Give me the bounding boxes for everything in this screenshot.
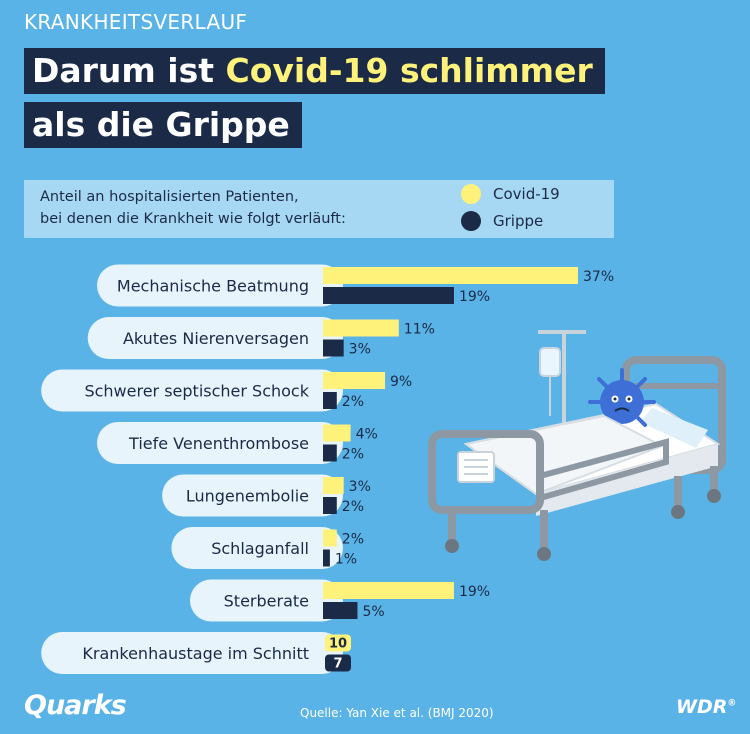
covid-value-label: 3% — [349, 479, 371, 495]
category-pill — [87, 317, 343, 359]
category-label: Tiefe Venenthrombose — [128, 434, 309, 453]
hospital-bed-illustration-icon — [428, 330, 726, 561]
flu-swatch-icon — [461, 211, 481, 231]
covid-bar — [323, 424, 351, 442]
category-label: Mechanische Beatmung — [117, 277, 309, 296]
flu-value-label: 19% — [459, 289, 490, 305]
flu-bar — [323, 444, 337, 462]
covid-bar — [323, 372, 386, 389]
title-highlight: Covid-19 schlimmer — [225, 51, 593, 90]
category-label: Schwerer septischer Schock — [84, 382, 309, 401]
covid-value-label: 9% — [390, 374, 412, 390]
flu-bar — [325, 654, 351, 672]
category-pill — [41, 632, 343, 674]
covid-value-label: 2% — [342, 532, 364, 548]
source-note: Quelle: Yan Xie et al. (BMJ 2020) — [300, 706, 494, 720]
flu-value-label: 2% — [342, 447, 364, 463]
flu-value-label: 5% — [362, 604, 384, 620]
flu-value-label: 3% — [349, 342, 371, 358]
covid-bar — [325, 634, 351, 652]
flu-value-label: 2% — [342, 394, 364, 410]
covid-bar — [323, 477, 344, 494]
legend-text-line-1: Anteil an hospitalisierten Patienten, — [40, 189, 299, 205]
flu-bar — [323, 392, 337, 409]
category-label: Sterberate — [224, 592, 309, 611]
category-pill — [162, 474, 343, 517]
covid-value-label: 11% — [404, 322, 435, 338]
legend-item-flu: Grippe — [461, 211, 543, 231]
wdr-text: WDR — [676, 696, 728, 718]
legend-text-line-2: bei denen die Krankheit wie folgt verläu… — [40, 211, 346, 227]
category-pill — [171, 527, 343, 569]
category-label: Lungenembolie — [186, 487, 309, 506]
covid-bar — [323, 319, 399, 337]
category-label: Schlaganfall — [211, 539, 309, 558]
legend-covid-label: Covid-19 — [493, 185, 560, 203]
flu-bar — [323, 602, 358, 619]
category-pill — [97, 422, 343, 464]
category-pill — [97, 264, 343, 307]
covid-value-label: 10 — [329, 637, 347, 652]
title-prefix: Darum ist — [32, 51, 226, 90]
flu-value-label: 1% — [335, 552, 357, 568]
flu-bar — [323, 287, 454, 304]
kicker: KRANKHEITSVERLAUF — [24, 10, 248, 34]
legend-item-covid: Covid-19 — [461, 184, 560, 204]
flu-value-label: 2% — [342, 499, 364, 515]
covid-value-label: 37% — [583, 269, 614, 285]
flu-bar — [323, 549, 330, 567]
covid-bar — [323, 582, 454, 599]
category-pill — [41, 369, 343, 412]
flu-bar — [323, 497, 337, 514]
covid-bar — [323, 529, 337, 547]
legend-box: Anteil an hospitalisierten Patienten, be… — [24, 180, 614, 238]
legend-description: Anteil an hospitalisierten Patienten, be… — [40, 186, 420, 230]
flu-bar — [323, 339, 344, 357]
page-title-line-1: Darum ist Covid-19 schlimmer — [24, 48, 605, 94]
covid-bar — [323, 267, 578, 284]
covid-swatch-icon — [461, 184, 481, 204]
flu-value-label: 7 — [333, 657, 342, 672]
category-label: Krankenhaustage im Schnitt — [82, 644, 309, 663]
quarks-logo: Quarks — [24, 690, 127, 721]
category-pill — [190, 579, 343, 622]
wdr-logo: WDR® — [676, 696, 736, 718]
page-title-line-2: als die Grippe — [24, 102, 302, 148]
covid-value-label: 19% — [459, 584, 490, 600]
covid-value-label: 4% — [356, 427, 378, 443]
registered-mark: ® — [727, 698, 737, 709]
category-label: Akutes Nierenversagen — [123, 329, 309, 348]
legend-flu-label: Grippe — [493, 212, 544, 230]
